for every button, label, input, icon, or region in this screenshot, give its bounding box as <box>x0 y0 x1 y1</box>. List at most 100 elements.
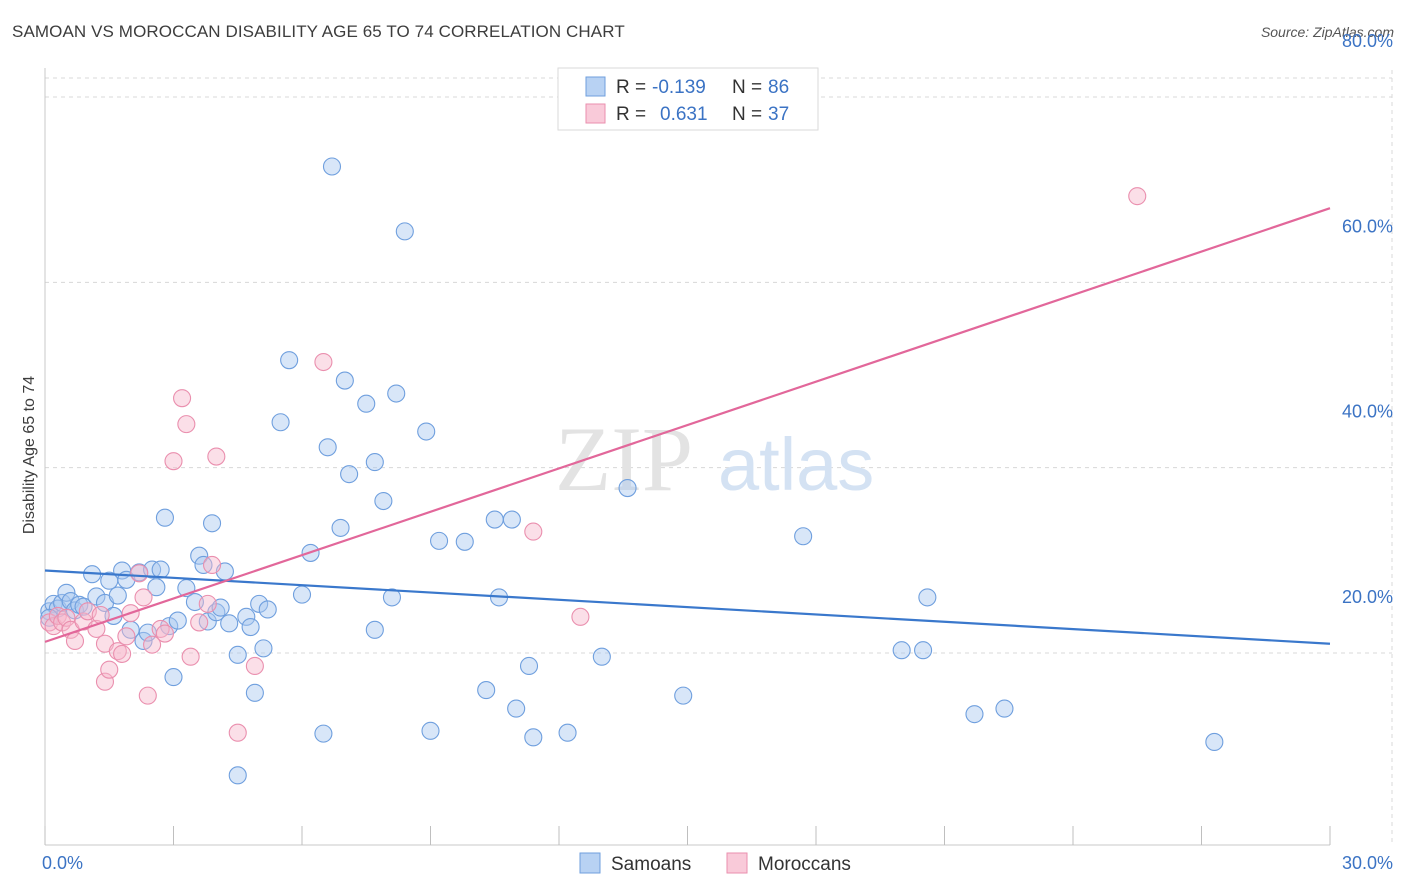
samoan-point-54 <box>335 371 354 390</box>
moroccan-point-35 <box>524 522 543 541</box>
y-tick-label-1: 40.0% <box>1342 402 1393 422</box>
samoan-point-14 <box>108 586 127 605</box>
legend-n-value-samoans: 86 <box>768 77 789 98</box>
samoan-point-40 <box>237 607 256 626</box>
samoan-point-68 <box>485 510 504 529</box>
samoan-point-55 <box>340 465 359 484</box>
samoan-point-33 <box>203 514 222 533</box>
legend-bottom-samoans-swatch <box>579 852 601 874</box>
watermark-zip: ZIP <box>555 408 693 510</box>
legend-r-label-moroccans: R = <box>616 104 646 125</box>
moroccan-point-27 <box>181 647 200 666</box>
samoan-point-78 <box>794 527 813 546</box>
moroccan-point-16 <box>117 627 136 646</box>
legend-r-label-samoans: R = <box>616 77 646 98</box>
samoan-point-71 <box>507 699 526 718</box>
samoan-point-61 <box>387 384 406 403</box>
source-credit: Source: ZipAtlas.com <box>1260 24 1394 40</box>
samoan-point-22 <box>147 578 166 597</box>
moroccan-point-15 <box>113 644 132 663</box>
samoan-point-58 <box>365 453 384 472</box>
moroccan-point-31 <box>207 447 226 466</box>
legend-bottom-moroccans-swatch <box>726 852 748 874</box>
samoan-point-43 <box>250 594 269 613</box>
x-tick-label-1: 30.0% <box>1342 853 1393 873</box>
samoan-point-42 <box>245 683 264 702</box>
moroccan-point-24 <box>164 452 183 471</box>
samoan-point-47 <box>280 351 299 370</box>
samoan-point-60 <box>382 588 402 607</box>
moroccan-point-26 <box>177 415 196 434</box>
samoan-point-59 <box>374 491 393 511</box>
moroccan-point-1 <box>44 617 63 636</box>
moroccan-point-32 <box>228 723 247 742</box>
moroccan-point-20 <box>138 686 157 705</box>
samoan-point-44 <box>254 639 273 658</box>
chart-title: SAMOAN VS MOROCCAN DISABILITY AGE 65 TO … <box>12 22 625 41</box>
legend-bottom-samoans-label: Samoans <box>611 854 691 875</box>
moroccan-point-23 <box>155 624 174 643</box>
moroccan-point-30 <box>203 555 222 575</box>
legend-n-label-moroccans: N = <box>732 104 762 125</box>
samoan-point-27 <box>168 611 187 630</box>
samoan-point-77 <box>674 686 693 705</box>
tick-labels: 20.0% 40.0% 60.0% 80.0% 0.0% 30.0% <box>42 31 1393 873</box>
moroccan-point-9 <box>87 619 106 638</box>
legend-n-label-samoans: N = <box>732 77 762 98</box>
legend-r-value-samoans: -0.139 <box>652 77 706 98</box>
legend-r-value-moroccans: 0.631 <box>660 104 708 125</box>
samoan-point-46 <box>271 413 290 432</box>
samoan-point-84 <box>1205 732 1224 752</box>
samoan-point-38 <box>228 645 247 664</box>
samoan-point-80 <box>914 641 933 660</box>
moroccan-point-13 <box>100 660 119 679</box>
samoan-point-39 <box>228 766 247 785</box>
moroccan-point-18 <box>130 564 149 583</box>
moroccan-point-19 <box>134 588 153 607</box>
trend-lines <box>44 207 1331 645</box>
legend-bottom: Samoans Moroccans <box>579 852 851 875</box>
samoan-point-75 <box>592 647 611 666</box>
samoan-point-76 <box>618 479 637 498</box>
y-axis-title: Disability Age 65 to 74 <box>21 376 38 534</box>
moroccan-point-37 <box>1128 187 1147 206</box>
moroccan-point-34 <box>314 352 333 372</box>
samoan-point-50 <box>314 724 333 743</box>
y-tick-label-0: 20.0% <box>1342 587 1393 607</box>
samoan-point-51 <box>318 438 337 457</box>
samoan-point-79 <box>892 641 911 660</box>
samoan-point-81 <box>918 588 937 607</box>
samoan-point-24 <box>155 508 174 527</box>
watermark-atlas: atlas <box>718 423 874 506</box>
samoan-point-67 <box>477 681 496 700</box>
samoans-trend-line <box>44 569 1331 645</box>
moroccan-point-6 <box>65 631 85 651</box>
data-points <box>40 157 1224 785</box>
legend-moroccans-swatch <box>585 103 606 124</box>
gridlines <box>45 70 1393 845</box>
samoan-point-83 <box>995 699 1014 718</box>
x-tick-label-0: 0.0% <box>42 853 83 873</box>
samoan-point-45 <box>258 600 277 619</box>
samoan-point-64 <box>421 721 440 740</box>
samoan-point-41 <box>241 618 260 637</box>
moroccan-point-4 <box>57 608 76 627</box>
samoan-point-23 <box>151 560 170 579</box>
legend-bottom-moroccans-label: Moroccans <box>758 854 851 875</box>
samoan-point-53 <box>331 518 350 537</box>
samoan-point-19 <box>134 631 153 651</box>
samoan-point-48 <box>292 585 312 604</box>
samoan-point-52 <box>322 157 342 176</box>
watermark: ZIP atlas <box>555 408 874 510</box>
samoan-point-26 <box>164 668 183 687</box>
moroccan-point-28 <box>190 613 209 632</box>
samoan-point-74 <box>558 723 577 742</box>
y-tick-label-3: 80.0% <box>1342 31 1393 51</box>
samoan-point-56 <box>357 394 376 413</box>
samoan-point-63 <box>417 422 436 441</box>
samoan-point-4 <box>57 583 76 602</box>
samoan-point-73 <box>524 728 543 747</box>
y-tick-label-2: 60.0% <box>1342 216 1393 236</box>
samoan-point-72 <box>519 656 539 676</box>
